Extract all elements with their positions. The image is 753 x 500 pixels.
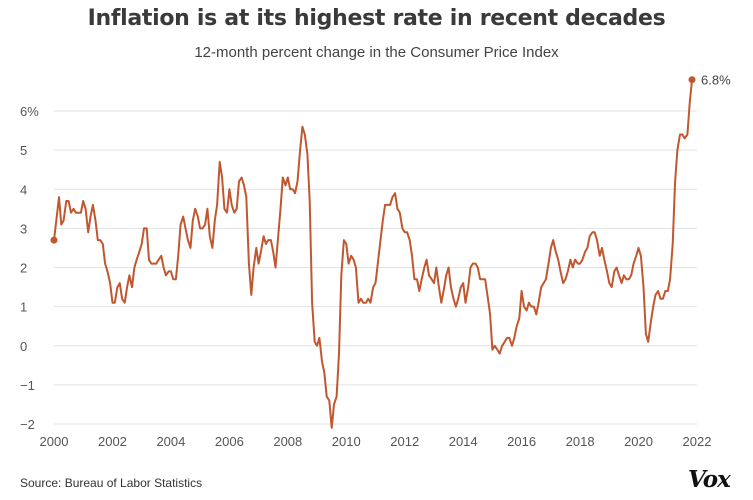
y-tick-label: 0 [20,339,27,354]
x-axis-ticks: 2000 2002 2004 2006 2008 2010 2012 2014 2016 2018… [40,434,712,449]
x-tick-label: 2022 [683,434,712,449]
source-note: Source: Bureau of Labor Statistics [20,476,203,490]
vox-logo: Vox [688,466,731,493]
y-tick-label: 3 [20,221,27,236]
end-point-label: 6.8% [701,73,731,88]
chart-subtitle: 12-month percent change in the Consumer … [194,44,559,61]
y-tick-label: 6% [20,104,39,119]
y-tick-label: 4 [20,182,27,197]
y-tick-label: −2 [20,417,35,432]
x-tick-label: 2000 [40,434,69,449]
chart-title: Inflation is at its highest rate in rece… [87,6,666,31]
x-tick-label: 2004 [156,434,185,449]
x-tick-label: 2006 [215,434,244,449]
x-tick-label: 2010 [332,434,361,449]
y-tick-label: 1 [20,300,27,315]
start-point [50,236,58,244]
x-tick-label: 2016 [507,434,536,449]
grid [54,110,697,425]
y-tick-label: −1 [20,378,35,393]
y-tick-label: 5 [20,143,27,158]
end-point [688,76,696,84]
x-tick-label: 2014 [449,434,478,449]
y-tick-label: 2 [20,261,27,276]
x-tick-label: 2020 [624,434,653,449]
series [53,79,693,429]
series-line [53,79,693,429]
annotations: 6.8% [50,73,731,244]
y-axis-ticks: 6% 5 4 3 2 1 0 −1 −2 [20,104,39,432]
x-tick-label: 2018 [566,434,595,449]
x-tick-label: 2012 [390,434,419,449]
x-tick-label: 2008 [273,434,302,449]
x-tick-label: 2002 [98,434,127,449]
